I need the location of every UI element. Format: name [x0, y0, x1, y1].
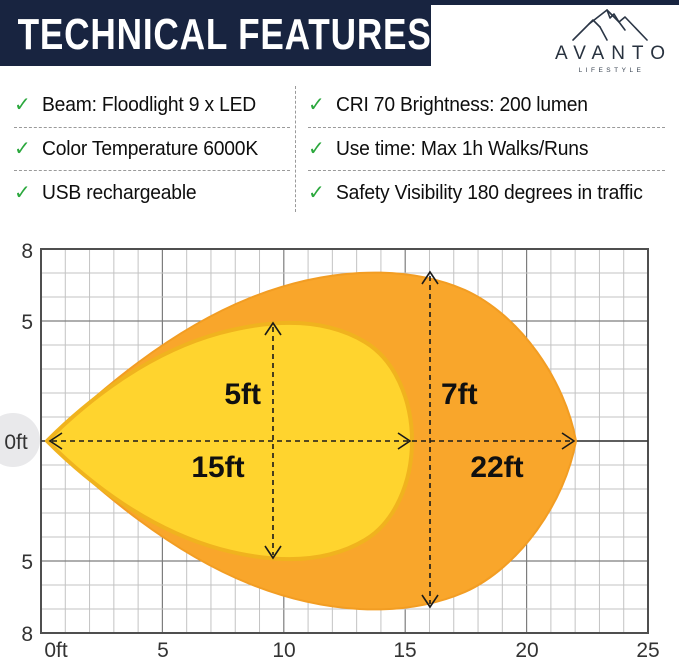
check-icon: ✓: [14, 94, 31, 117]
x-tick: 15: [393, 639, 416, 660]
feature-item: ✓ Use time: Max 1h Walks/Runs: [308, 126, 665, 171]
x-tick: 25: [636, 639, 659, 660]
inner-width-label: 5ft: [224, 378, 261, 411]
feature-text: Color Temperature 6000K: [41, 137, 258, 160]
feature-item: ✓ Color Temperature 6000K: [14, 126, 290, 171]
brand-name: AVANTO: [555, 43, 672, 64]
feature-text: Safety Visibility 180 degrees in traffic: [335, 180, 643, 204]
feature-column-left: ✓ Beam: Floodlight 9 x LED ✓ Color Tempe…: [14, 84, 290, 214]
brand-logo: AVANTO LIFESTYLE: [545, 8, 675, 74]
brand-subtitle: LIFESTYLE: [578, 67, 645, 74]
mountains-icon: [572, 9, 648, 41]
y-tick-origin: 0ft: [4, 431, 28, 454]
x-tick: 0ft: [44, 639, 68, 660]
y-tick: 8: [21, 623, 33, 646]
x-axis-ticks: 0ft 5 10 15 20 25: [44, 639, 659, 660]
feature-column-divider: [295, 86, 296, 212]
check-icon: ✓: [14, 181, 31, 204]
y-tick: 5: [21, 311, 33, 334]
arrowhead-15ft: [397, 432, 412, 450]
feature-text: Beam: Floodlight 9 x LED: [41, 93, 256, 117]
arrowhead-up-outer: [421, 270, 439, 285]
x-tick: 5: [157, 639, 169, 660]
x-tick: 10: [272, 639, 295, 660]
inner-reach-label: 15ft: [191, 451, 244, 484]
arrowhead-down-inner: [264, 545, 282, 560]
outer-width-label: 7ft: [441, 378, 478, 411]
y-tick: 8: [21, 240, 33, 263]
outer-reach-label: 22ft: [470, 451, 523, 484]
check-icon: ✓: [14, 138, 31, 160]
feature-column-right: ✓ CRI 70 Brightness: 200 lumen ✓ Use tim…: [308, 84, 665, 214]
arrowhead-up-inner: [264, 321, 282, 336]
dimension-arrows: [48, 270, 576, 609]
feature-list: ✓ Beam: Floodlight 9 x LED ✓ Color Tempe…: [14, 84, 665, 214]
x-tick: 20: [515, 639, 538, 660]
origin-marker-circle: [0, 413, 40, 467]
check-icon: ✓: [308, 181, 325, 204]
y-tick: 5: [21, 551, 33, 574]
beam-spread-chart: 5ft 7ft 15ft 22ft 8 5 0ft 5 8 0ft 5 10 1…: [0, 240, 660, 660]
feature-item: ✓ Beam: Floodlight 9 x LED: [14, 84, 290, 127]
y-axis-ticks: 8 5 0ft 5 8: [4, 240, 33, 646]
arrowhead-22ft: [561, 432, 576, 450]
top-accent-bar: [0, 0, 679, 5]
arrowhead-down-outer: [421, 594, 439, 609]
check-icon: ✓: [308, 94, 325, 117]
feature-text: Use time: Max 1h Walks/Runs: [335, 137, 589, 160]
feature-item: ✓ CRI 70 Brightness: 200 lumen: [308, 84, 665, 127]
feature-item: ✓ Safety Visibility 180 degrees in traff…: [308, 170, 665, 214]
feature-text: USB rechargeable: [41, 180, 197, 204]
header-banner: TECHNICAL FEATURES: [0, 5, 431, 66]
page-title: TECHNICAL FEATURES: [17, 10, 432, 59]
check-icon: ✓: [308, 138, 325, 160]
feature-text: CRI 70 Brightness: 200 lumen: [335, 93, 588, 117]
arrowhead-left: [48, 432, 63, 450]
feature-item: ✓ USB rechargeable: [14, 170, 290, 214]
